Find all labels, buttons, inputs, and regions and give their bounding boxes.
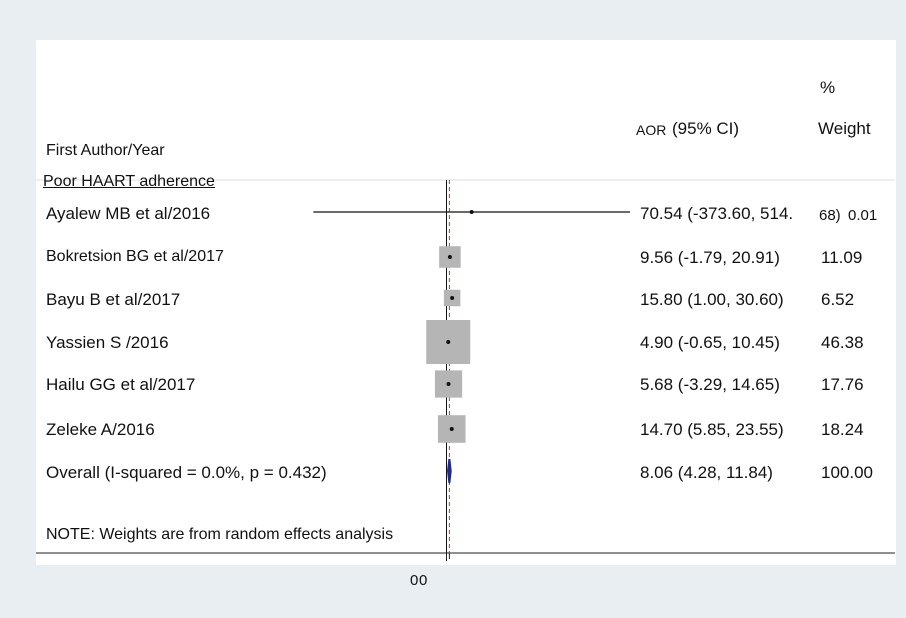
- x-tick-label: 0: [419, 572, 428, 589]
- estimate-header: (95% CI): [672, 119, 740, 138]
- point-estimate: [447, 255, 452, 259]
- weight-percent-header: %: [820, 78, 836, 97]
- overall-label: Overall (I-squared = 0.0%, p = 0.432): [46, 463, 327, 482]
- x-tick-label: 0: [410, 572, 419, 589]
- estimate-value: 14.70 (5.85, 23.55): [640, 420, 784, 439]
- study-label: Bokretsion BG et al/2017: [46, 248, 224, 265]
- weight-value: 17.76: [821, 375, 864, 394]
- forest-marks: [36, 179, 895, 561]
- weight-value: 11.09: [821, 248, 863, 267]
- weight-value: 18.24: [821, 420, 864, 439]
- overall-weight-value: 100.00: [821, 463, 873, 482]
- estimate-header-small: AOR: [636, 122, 667, 138]
- point-estimate: [449, 427, 454, 431]
- study-label: Hailu GG et al/2017: [46, 375, 196, 394]
- subgroup-label: Poor HAART adherence: [43, 173, 215, 190]
- study-label: Zeleke A/2016: [46, 420, 155, 439]
- study-label: Bayu B et al/2017: [46, 290, 181, 309]
- weight-value: 0.01: [848, 207, 878, 224]
- point-estimate: [469, 210, 474, 214]
- estimate-value: 15.80 (1.00, 30.60): [640, 290, 784, 309]
- study-label: Yassien S /2016: [46, 333, 169, 352]
- estimate-value: 9.56 (-1.79, 20.91): [640, 248, 780, 267]
- weight-value: 6.52: [821, 290, 855, 309]
- weight-header: Weight: [818, 119, 871, 138]
- point-estimate: [450, 296, 455, 300]
- note-text: NOTE: Weights are from random effects an…: [46, 526, 394, 543]
- estimate-value-tail: 68): [819, 207, 841, 224]
- estimate-value: 5.68 (-3.29, 14.65): [640, 375, 780, 394]
- point-estimate: [446, 340, 451, 344]
- estimate-value: 4.90 (-0.65, 10.45): [640, 333, 780, 352]
- study-header: First Author/Year: [46, 142, 165, 159]
- estimate-value: 70.54 (-373.60, 514.: [640, 204, 794, 223]
- overall-diamond: [447, 458, 452, 484]
- point-estimate: [446, 382, 451, 386]
- study-label: Ayalew MB et al/2016: [46, 204, 211, 223]
- weight-value: 46.38: [821, 333, 864, 352]
- overall-estimate-value: 8.06 (4.28, 11.84): [640, 463, 773, 482]
- plot-panel: [36, 40, 896, 565]
